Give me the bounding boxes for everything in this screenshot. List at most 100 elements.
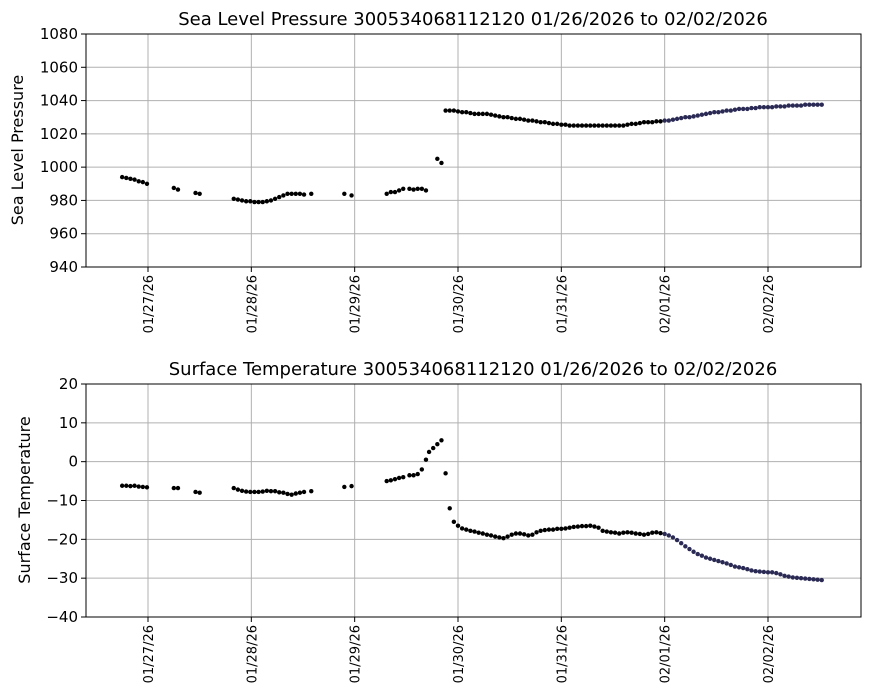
data-point — [819, 102, 824, 107]
data-point — [301, 489, 307, 495]
data-point — [197, 191, 202, 196]
plot-frame — [85, 33, 862, 268]
data-point — [435, 441, 440, 447]
data-point — [654, 119, 659, 124]
data-point — [637, 531, 643, 537]
data-point — [468, 110, 473, 116]
data-point — [268, 198, 274, 203]
data-point — [260, 199, 265, 205]
data-point — [645, 120, 651, 125]
chart-title: Surface Temperature 300534068112120 01/2… — [169, 359, 778, 380]
data-point — [415, 186, 420, 191]
data-point — [407, 186, 412, 191]
data-point — [309, 191, 314, 196]
data-point — [423, 188, 429, 193]
data-point — [617, 531, 622, 536]
data-point — [472, 111, 477, 117]
data-point — [633, 531, 638, 536]
data-point — [753, 105, 758, 111]
data-point — [459, 110, 465, 115]
data-point — [384, 478, 389, 484]
data-point — [484, 532, 490, 537]
data-point — [778, 572, 783, 577]
data-point — [175, 187, 181, 192]
data-point — [342, 191, 347, 196]
data-point — [542, 527, 547, 533]
data-point — [774, 104, 779, 109]
data-point — [559, 122, 564, 127]
data-point — [526, 118, 531, 123]
y-tick-label: −20 — [46, 530, 78, 548]
data-point — [119, 483, 125, 488]
data-point — [501, 115, 506, 120]
data-point — [691, 549, 696, 554]
data-point — [633, 121, 638, 127]
data-point — [563, 122, 568, 127]
data-point — [252, 489, 257, 495]
data-point — [674, 537, 680, 543]
data-point — [736, 565, 742, 570]
x-tick-label: 01/29/26 — [349, 625, 364, 683]
data-point — [782, 573, 787, 579]
data-point — [171, 485, 177, 491]
data-point — [571, 524, 576, 530]
data-point — [235, 487, 241, 492]
data-point — [534, 119, 539, 124]
data-point — [396, 475, 402, 481]
data-point — [144, 485, 150, 490]
data-point — [426, 449, 432, 455]
data-point — [140, 484, 146, 490]
x-tick-label: 01/28/26 — [245, 275, 260, 333]
data-point — [674, 116, 680, 122]
data-point — [707, 110, 713, 116]
data-point — [703, 555, 709, 560]
data-point — [293, 191, 298, 196]
data-point — [443, 108, 448, 113]
data-point — [592, 123, 597, 128]
data-point — [550, 121, 556, 127]
data-point — [765, 570, 771, 575]
data-point — [658, 119, 663, 124]
data-point — [691, 114, 696, 119]
y-tick-label: −30 — [46, 569, 78, 587]
data-point — [555, 526, 560, 532]
x-tick-label: 01/27/26 — [142, 275, 157, 333]
data-point — [260, 489, 265, 494]
data-point — [517, 116, 523, 122]
x-tick-label: 02/02/26 — [762, 625, 777, 683]
data-point — [575, 123, 581, 128]
data-point — [526, 533, 531, 538]
data-point — [769, 570, 775, 575]
data-point — [459, 526, 465, 531]
data-point — [476, 530, 481, 535]
data-point — [423, 457, 429, 462]
data-point — [798, 103, 804, 108]
data-point — [128, 176, 133, 181]
data-point — [546, 527, 552, 532]
data-point — [583, 523, 589, 529]
data-point — [392, 476, 398, 482]
data-point — [712, 110, 717, 115]
data-point — [782, 104, 787, 109]
data-point — [513, 116, 519, 122]
data-point — [621, 123, 626, 128]
y-tick-label: 10 — [59, 414, 78, 432]
data-point — [530, 118, 535, 123]
data-point — [447, 506, 452, 511]
data-point — [488, 533, 494, 538]
data-point — [819, 577, 824, 583]
data-point — [197, 490, 202, 495]
data-point — [128, 483, 133, 489]
y-tick-label: 20 — [59, 375, 78, 393]
data-point — [493, 534, 498, 539]
data-point — [765, 105, 771, 110]
data-point — [769, 105, 775, 110]
data-point — [790, 575, 795, 580]
data-point — [687, 546, 692, 552]
y-axis-label: Sea Level Pressure — [8, 75, 27, 226]
data-point — [629, 530, 634, 535]
data-point — [741, 565, 746, 571]
data-point — [140, 179, 146, 185]
data-point — [712, 557, 717, 563]
